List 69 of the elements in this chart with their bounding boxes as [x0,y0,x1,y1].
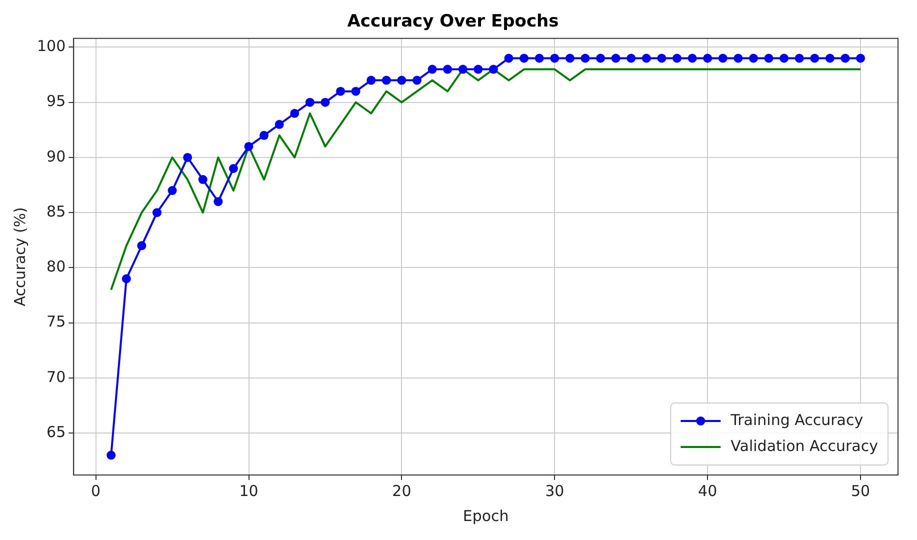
y-tick-label: 75 [46,312,66,331]
x-tick-label: 30 [545,482,564,500]
point [183,152,192,162]
x-tick-label: 50 [850,482,870,500]
point [488,64,498,74]
point [657,54,666,63]
point [244,142,254,151]
y-tick-label: 65 [46,422,66,441]
x-axis-title: Epoch [462,506,509,525]
point [565,54,574,63]
point [168,186,177,196]
point [504,54,514,63]
point [305,98,314,107]
y-tick-label: 95 [46,92,66,110]
y-axis-title: Accuracy (%) [10,207,29,306]
point [550,54,560,63]
point [840,54,850,63]
point [458,64,468,74]
point [412,76,422,85]
point [397,76,406,85]
x-tick-label: 0 [91,482,101,500]
y-tick-label: 80 [46,258,66,276]
point [443,64,452,74]
point [382,76,391,85]
x-tick-label: 10 [239,482,258,500]
point [780,54,789,63]
point [428,64,437,74]
point [228,164,238,173]
point [214,197,223,206]
point [856,54,866,63]
x-tick-label: 40 [698,482,718,500]
point [764,54,774,63]
point [320,98,330,107]
point [198,175,208,184]
point [122,274,131,284]
point [274,120,284,129]
point [810,54,820,63]
chart-title: Accuracy Over Epochs [347,12,559,32]
point [534,54,544,63]
point [596,54,606,63]
point [474,64,483,74]
point [520,54,529,63]
y-tick-label: 90 [46,147,66,166]
point [336,86,346,96]
point [703,54,712,63]
point [734,54,743,63]
point [580,54,590,63]
point [351,86,360,96]
point [260,130,269,140]
legend-label: Validation Accuracy [730,436,878,455]
point [152,208,162,218]
point [688,54,697,63]
y-tick-label: 100 [36,37,66,56]
point [106,450,116,460]
y-tick-label: 85 [46,202,66,220]
y-tick-label: 70 [46,368,66,386]
point [290,108,300,118]
point [718,54,728,63]
point [672,54,682,63]
point [611,54,620,63]
legend-label: Training Accuracy [730,410,864,429]
point [626,54,636,63]
point [366,76,376,85]
point [825,54,834,63]
x-tick-label: 20 [392,482,412,500]
point [642,54,651,63]
point [748,54,758,63]
point [794,54,804,63]
point [137,241,146,250]
